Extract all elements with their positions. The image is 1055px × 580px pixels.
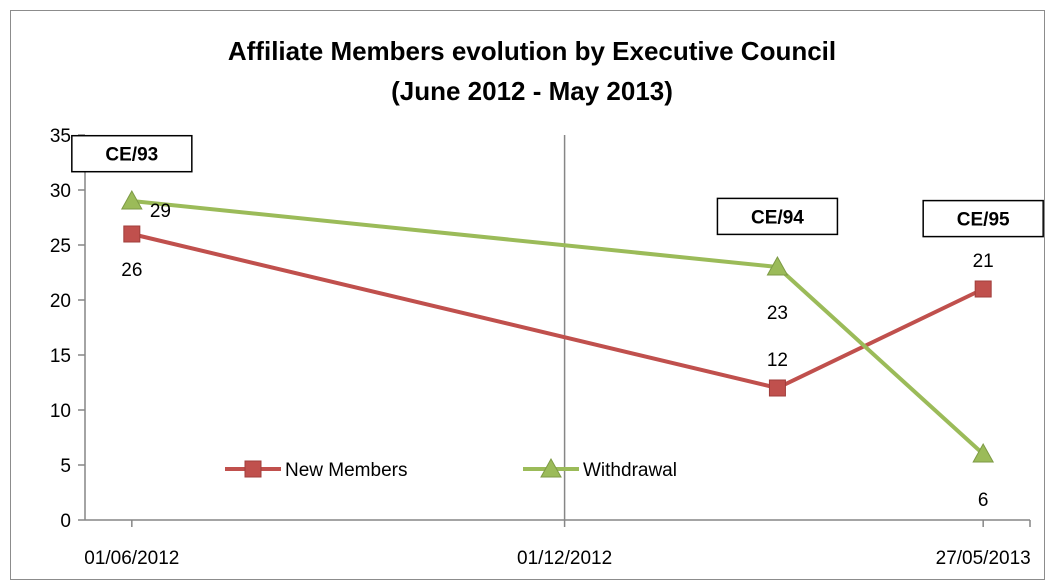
series-lines [120, 189, 995, 463]
legend-marker-triangle [540, 457, 562, 478]
legend-marker-square [244, 460, 262, 478]
chart-title-line-1: Affiliate Members evolution by Executive… [228, 36, 836, 66]
x-tick-label: 01/12/2012 [517, 548, 612, 567]
y-tick-label: 35 [50, 126, 71, 147]
data-label: 21 [973, 251, 994, 272]
x-tick-label: 27/05/2013 [936, 548, 1031, 567]
chart-title-line-2: (June 2012 - May 2013) [391, 76, 673, 106]
data-point-triangle [120, 189, 143, 210]
annotations: CE/93 CE/94 CE/95 [71, 134, 1044, 238]
data-point-square [123, 225, 141, 243]
data-labels: 26 12 21 29 23 6 [121, 201, 993, 511]
annotation-label: CE/93 [105, 145, 158, 166]
data-point-square [768, 379, 786, 397]
data-point-square [974, 280, 992, 298]
annotation-box [922, 199, 1044, 238]
data-label: 26 [121, 260, 142, 281]
y-tick-labels: 0 5 10 15 20 25 30 35 [50, 126, 71, 532]
x-tick-label: 01/06/2012 [84, 548, 179, 567]
data-label: 23 [767, 303, 788, 324]
x-tick-labels: 01/06/2012 01/12/2012 27/05/2013 [84, 548, 1030, 567]
series-line-new-members [131, 232, 985, 390]
axes [78, 134, 1031, 527]
series-line-withdrawal [131, 199, 985, 456]
data-label: 6 [978, 490, 989, 511]
y-tick-label: 30 [50, 181, 71, 202]
annotation-box [716, 197, 839, 236]
legend: New Members Withdrawal [225, 457, 677, 481]
data-label: 12 [767, 350, 788, 371]
y-tick-label: 20 [50, 291, 71, 312]
line-chart: Affiliate Members evolution by Executive… [50, 36, 1044, 567]
y-tick-label: 15 [50, 346, 71, 367]
legend-label: New Members [285, 460, 407, 481]
y-tick-label: 25 [50, 236, 71, 257]
legend-label: Withdrawal [583, 460, 677, 481]
data-point-triangle [766, 255, 789, 276]
annotation-box [71, 134, 193, 173]
annotation-label: CE/94 [751, 207, 804, 228]
data-point-triangle [972, 442, 995, 463]
y-tick-label: 5 [60, 456, 71, 477]
y-tick-label: 0 [60, 511, 71, 532]
data-label: 29 [150, 201, 171, 222]
y-tick-label: 10 [50, 401, 71, 422]
annotation-label: CE/95 [957, 210, 1010, 231]
